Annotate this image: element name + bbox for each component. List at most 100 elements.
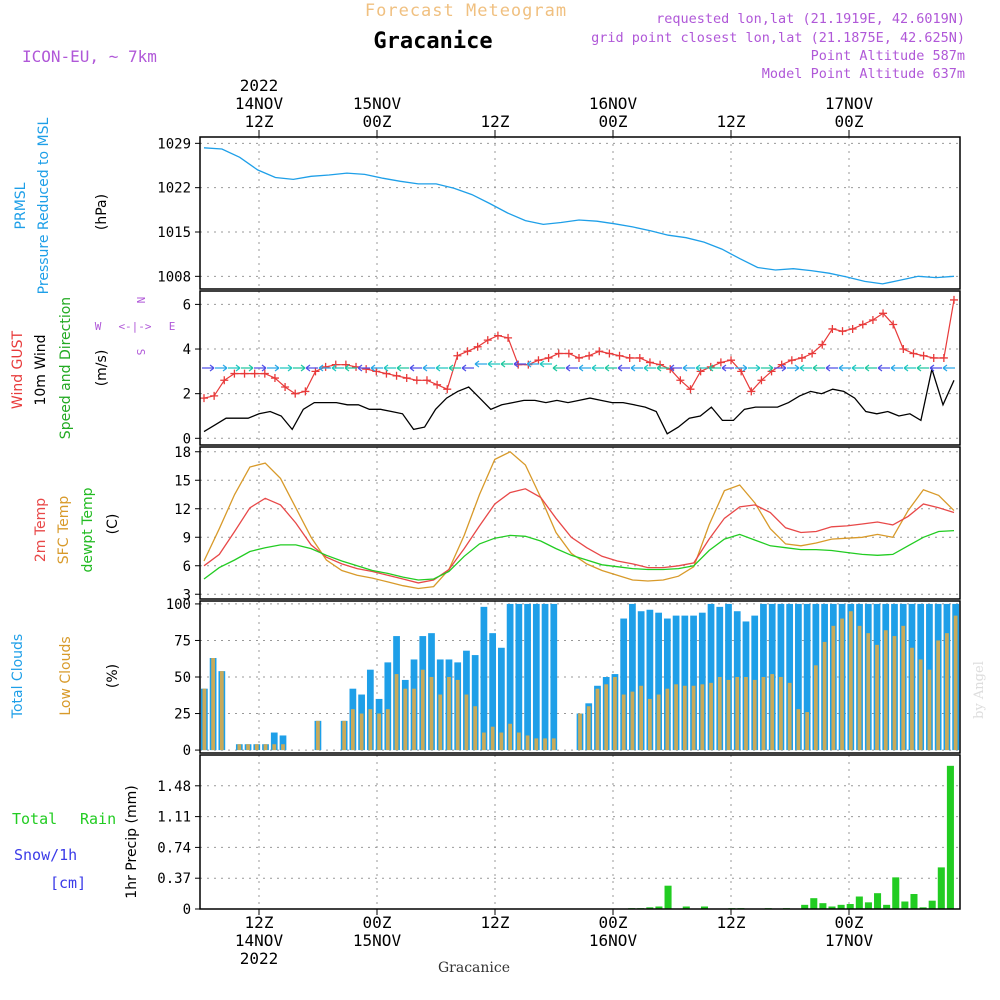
wind-arrow <box>851 364 864 372</box>
total-cloud-bar <box>637 611 645 751</box>
wind-arrow <box>539 360 552 368</box>
panel-5-ytick-label: 0.37 <box>157 871 191 887</box>
panel-5-ytick-label: 1.11 <box>157 810 191 826</box>
low-cloud-bar <box>953 615 958 751</box>
gust-marker <box>838 327 847 336</box>
low-cloud-bar <box>875 644 879 751</box>
low-cloud-bar <box>717 677 722 751</box>
top-axis-label: 00Z <box>599 112 628 131</box>
gust-marker <box>716 358 725 367</box>
temp2m-line <box>203 488 955 584</box>
total-cloud-bar <box>725 603 732 751</box>
gust-label: Wind GUST <box>10 330 26 409</box>
gust-marker <box>868 316 877 325</box>
low-cloud-bar <box>639 685 644 751</box>
watermark: by Angel <box>972 661 987 719</box>
wind-arrow <box>513 360 526 368</box>
low-cloud-bar <box>761 677 766 751</box>
rain-bar <box>910 894 918 909</box>
gust-marker <box>564 349 573 358</box>
low-cloud-bar <box>464 694 469 751</box>
wind-arrow <box>669 364 682 372</box>
temp2m-label: 2m Temp <box>33 498 49 562</box>
panel-2-ytick-label: 6 <box>183 297 191 313</box>
low-cloud-bar <box>211 658 215 751</box>
gust-marker <box>696 367 705 376</box>
gust-marker <box>433 380 442 389</box>
gust-marker <box>757 376 766 385</box>
gust-marker <box>544 353 553 362</box>
sfc-temp-line <box>203 451 955 590</box>
wind-arrow <box>812 364 825 372</box>
panel-5-ytick-label: 1.48 <box>157 779 191 795</box>
dewpt-line <box>203 529 955 581</box>
low-cloud-bar <box>455 679 460 751</box>
panel-3-ytick-label: 18 <box>174 445 191 461</box>
low-cloud-bar <box>272 744 277 751</box>
gust-marker <box>808 349 817 358</box>
wind-arrow <box>864 364 877 372</box>
total-cloud-bar <box>690 615 697 751</box>
low-cloud-bar <box>805 712 809 751</box>
bottom-axis-label: 16NOV <box>589 931 638 950</box>
gust-marker <box>848 324 857 333</box>
bottom-axis-label: 2022 <box>240 949 279 968</box>
total-cloud-bar <box>795 603 802 751</box>
low-cloud-bar <box>359 713 364 751</box>
wind-arrow <box>748 364 761 372</box>
low-cloud-bar <box>840 618 844 751</box>
cm-label: [cm] <box>50 874 86 892</box>
low-cloud-bar <box>613 677 617 751</box>
wind-arrow <box>890 364 903 372</box>
wind-arrow <box>591 364 604 372</box>
low-cloud-bar <box>490 726 495 751</box>
top-axis-label: 00Z <box>835 112 864 131</box>
low-cloud-bar <box>412 688 416 751</box>
total-cloud-bar <box>532 603 540 751</box>
panel-5-ytick-label: 0 <box>183 902 191 918</box>
gust-marker <box>281 382 290 391</box>
top-axis-label: 12Z <box>245 112 274 131</box>
total-cloud-bar <box>681 615 689 751</box>
wind-arrow <box>318 364 331 372</box>
total-cloud-bar <box>471 655 479 751</box>
gust-marker <box>889 320 898 329</box>
gridpoint-coords: grid point closest lon,lat (21.1875E, 42… <box>591 30 965 46</box>
low-cloud-bar <box>508 723 512 751</box>
total-clouds-label: Total Clouds <box>10 634 26 719</box>
wind-arrow <box>293 364 306 372</box>
low-cloud-bar <box>202 688 207 751</box>
wind-arrow <box>774 364 787 372</box>
low-cloud-bar <box>735 677 740 751</box>
gust-marker <box>909 349 918 358</box>
gust-marker <box>483 336 492 345</box>
top-axis-label: 16NOV <box>589 94 638 113</box>
low-cloud-bar <box>691 685 696 751</box>
low-cloud-bar <box>429 677 434 751</box>
rain-bar <box>646 907 654 909</box>
total-cloud-bar <box>663 618 671 751</box>
gust-marker <box>585 351 594 360</box>
total-cloud-bar <box>646 609 654 751</box>
panel-2-ytick-label: 4 <box>183 342 191 358</box>
gust-marker <box>453 351 462 360</box>
gust-marker <box>220 376 229 385</box>
low-cloud-bar <box>813 665 818 751</box>
wind-arrow <box>202 364 215 372</box>
low-cloud-bar <box>316 720 320 751</box>
wind-arrow <box>267 364 280 372</box>
wind-arrow <box>903 364 916 372</box>
low-cloud-bar <box>438 694 443 751</box>
panel-2-frame <box>199 290 961 446</box>
low-cloud-bar <box>945 633 949 751</box>
wind-arrow <box>215 364 228 372</box>
gust-marker <box>919 351 928 360</box>
total-label: Total <box>12 810 57 828</box>
total-cloud-bar <box>384 662 392 751</box>
wind-arrow <box>552 364 565 372</box>
panel4-labels: Total Clouds Low Clouds (%) <box>10 634 121 719</box>
rain-bar <box>655 906 663 909</box>
low-cloud-bar <box>779 677 783 751</box>
wind-arrow <box>604 364 617 372</box>
gust-marker <box>504 333 513 342</box>
